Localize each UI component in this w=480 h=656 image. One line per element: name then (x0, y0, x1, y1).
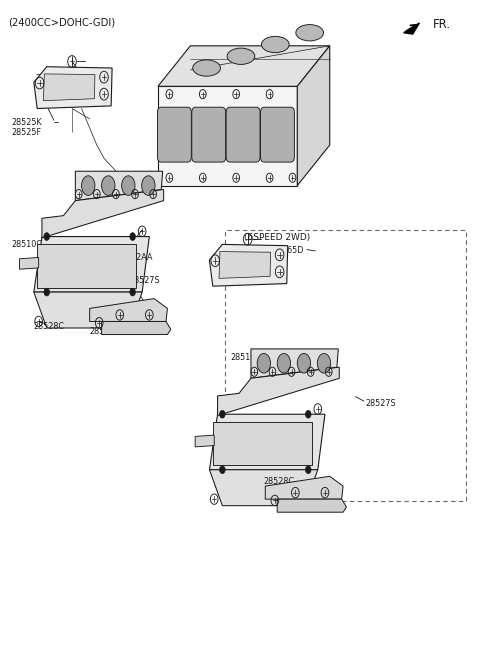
Ellipse shape (193, 60, 220, 76)
Polygon shape (219, 251, 271, 278)
Text: 28525K: 28525K (11, 117, 42, 127)
Polygon shape (75, 171, 163, 201)
Text: 28165D: 28165D (36, 74, 67, 83)
Polygon shape (102, 321, 171, 335)
Ellipse shape (257, 354, 271, 373)
Text: 28527S: 28527S (129, 276, 160, 285)
Polygon shape (43, 74, 95, 100)
Circle shape (130, 233, 135, 241)
Text: 28528C: 28528C (34, 322, 65, 331)
FancyBboxPatch shape (226, 107, 260, 162)
Text: 28510C: 28510C (230, 353, 261, 362)
Ellipse shape (296, 24, 324, 41)
Text: FR.: FR. (433, 18, 451, 31)
Polygon shape (158, 46, 330, 87)
Text: 28525K: 28525K (239, 272, 270, 281)
Text: 28528C: 28528C (263, 477, 294, 486)
Ellipse shape (297, 354, 311, 373)
Circle shape (305, 410, 311, 418)
Text: 28510C: 28510C (11, 240, 42, 249)
Text: 28528D: 28528D (90, 327, 121, 336)
Polygon shape (251, 349, 338, 379)
Ellipse shape (317, 354, 331, 373)
Circle shape (44, 233, 49, 241)
Text: 1022AA: 1022AA (120, 253, 152, 262)
Ellipse shape (102, 176, 115, 195)
Ellipse shape (277, 354, 290, 373)
Polygon shape (195, 435, 214, 447)
Polygon shape (217, 367, 339, 415)
Text: 28528D: 28528D (309, 487, 341, 496)
FancyBboxPatch shape (261, 107, 294, 162)
FancyBboxPatch shape (225, 230, 466, 501)
Text: (2400CC>DOHC-GDI): (2400CC>DOHC-GDI) (9, 18, 116, 28)
Polygon shape (277, 499, 347, 512)
Polygon shape (209, 245, 288, 286)
Polygon shape (404, 23, 420, 34)
Polygon shape (209, 470, 318, 506)
Polygon shape (265, 476, 343, 499)
Circle shape (305, 466, 311, 474)
Ellipse shape (227, 48, 255, 64)
Polygon shape (158, 87, 297, 186)
Polygon shape (37, 245, 136, 287)
Polygon shape (90, 298, 168, 321)
Polygon shape (42, 190, 164, 238)
Ellipse shape (82, 176, 95, 195)
Polygon shape (34, 67, 112, 108)
Ellipse shape (142, 176, 155, 195)
Polygon shape (34, 292, 142, 328)
Circle shape (219, 466, 225, 474)
Text: (6SPEED 2WD): (6SPEED 2WD) (244, 233, 310, 242)
Circle shape (130, 288, 135, 296)
Circle shape (44, 288, 49, 296)
Polygon shape (34, 237, 149, 292)
Polygon shape (297, 46, 330, 186)
Text: 28165D: 28165D (273, 247, 304, 255)
Polygon shape (20, 257, 38, 269)
Polygon shape (209, 414, 325, 470)
FancyBboxPatch shape (192, 107, 226, 162)
Text: 28525F: 28525F (11, 127, 41, 136)
Polygon shape (213, 422, 312, 465)
Text: 28521A: 28521A (108, 172, 138, 181)
Ellipse shape (262, 36, 289, 52)
Circle shape (219, 410, 225, 418)
Ellipse shape (121, 176, 135, 195)
FancyBboxPatch shape (157, 107, 192, 162)
Text: 28527S: 28527S (365, 399, 396, 407)
